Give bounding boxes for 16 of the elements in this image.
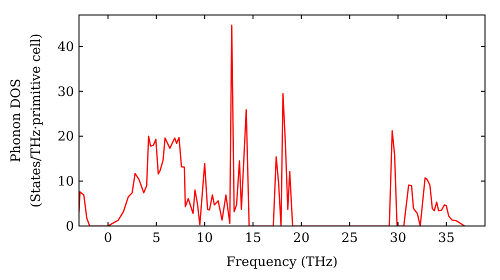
x-tick-label: 15 (244, 231, 262, 246)
y-tick-label: 0 (66, 220, 74, 234)
x-tick-label: 0 (104, 231, 112, 246)
y-tick-label: 40 (57, 40, 74, 55)
y-tick-label: 20 (57, 130, 74, 145)
y-tick-label: 30 (57, 84, 74, 100)
x-tick-label: 10 (196, 231, 213, 246)
x-axis-title: Frequency (THz) (226, 255, 338, 270)
x-tick-label: 20 (293, 231, 310, 246)
line-series (79, 24, 466, 226)
x-tick-label: 5 (152, 231, 160, 246)
x-tick-label: 25 (341, 231, 358, 246)
y-tick-label: 10 (57, 174, 74, 190)
x-tick-label: 35 (438, 231, 455, 246)
y-axis-title: Phonon DOS (States/THz·primitive cell) (9, 33, 44, 208)
x-tick-label: 30 (390, 231, 406, 246)
